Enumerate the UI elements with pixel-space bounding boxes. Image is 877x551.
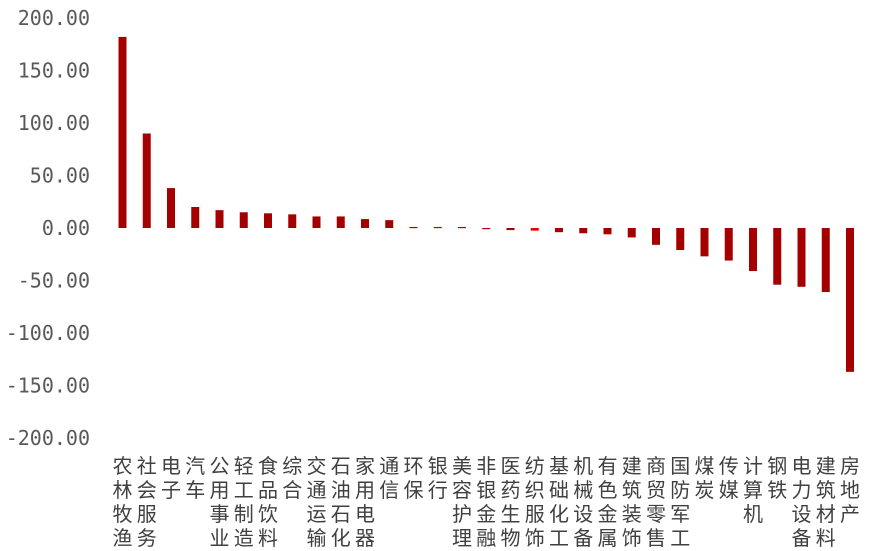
x-tick-label: 传媒 <box>719 454 739 502</box>
bar <box>264 213 272 228</box>
bar <box>627 228 636 238</box>
bar <box>676 228 685 251</box>
x-tick-label: 社会服务 <box>137 454 157 550</box>
y-tick-label: -150.00 <box>6 374 90 398</box>
y-tick-label: 0.00 <box>42 216 90 240</box>
bar <box>724 228 733 261</box>
x-tick-label: 基础化工 <box>549 454 569 550</box>
bar <box>433 226 442 229</box>
y-tick-label: -50.00 <box>18 269 90 293</box>
bar <box>846 228 854 372</box>
x-tick-label: 轻工制造 <box>234 454 254 550</box>
x-tick-label: 环保 <box>404 454 424 502</box>
x-tick-label: 建筑材料 <box>816 454 836 550</box>
bar <box>142 133 151 228</box>
y-axis: 200.00 150.00 100.00 50.00 0.00 -50.00 -100.00… <box>6 6 90 450</box>
bar <box>191 207 200 228</box>
x-tick-label: 食品饮料 <box>258 454 278 550</box>
x-tick-label: 汽车 <box>185 454 205 502</box>
bar <box>312 216 321 228</box>
y-tick-label: -200.00 <box>6 426 90 450</box>
x-tick-label: 钢铁 <box>767 454 787 502</box>
x-tick-label: 房地产 <box>840 454 860 526</box>
bar <box>215 210 224 228</box>
x-tick-label: 农林牧渔 <box>113 454 133 550</box>
y-tick-label: 100.00 <box>18 111 90 135</box>
bars <box>118 36 854 372</box>
bar <box>749 228 757 272</box>
bar <box>821 228 830 293</box>
x-tick-label: 商贸零售 <box>646 454 666 550</box>
x-tick-label: 综合 <box>282 454 302 502</box>
x-tick-label: 国防军工 <box>670 454 690 550</box>
bar <box>288 214 297 228</box>
bar <box>482 228 491 230</box>
x-tick-label: 电子 <box>161 454 181 502</box>
x-tick-label: 电力设备 <box>792 454 812 550</box>
bar <box>458 226 466 229</box>
bar <box>336 216 345 228</box>
bar <box>652 228 660 245</box>
bar <box>530 228 539 231</box>
x-axis: 农林牧渔社会服务电子汽车公用事业轻工制造食品饮料综合交通运输石油石化家用电器通信… <box>113 454 861 550</box>
x-tick-label: 家用电器 <box>355 454 375 550</box>
y-tick-label: 50.00 <box>30 164 90 188</box>
bar <box>603 228 612 235</box>
x-tick-label: 建筑装饰 <box>622 454 642 550</box>
bar <box>409 226 418 229</box>
bar <box>239 212 248 228</box>
x-tick-label: 计算机 <box>743 454 763 526</box>
x-tick-label: 美容护理 <box>452 454 472 550</box>
x-tick-label: 通信 <box>379 454 399 502</box>
y-tick-label: -100.00 <box>6 321 90 345</box>
bar <box>118 36 127 229</box>
bar <box>773 228 782 285</box>
x-tick-label: 非银金融 <box>476 454 496 550</box>
y-tick-label: 150.00 <box>18 59 90 83</box>
x-tick-label: 煤炭 <box>695 454 715 502</box>
x-tick-label: 机械设备 <box>573 454 593 550</box>
x-tick-label: 医药生物 <box>501 454 521 550</box>
bar <box>385 220 394 228</box>
bar <box>167 188 175 228</box>
x-tick-label: 公用事业 <box>210 454 230 550</box>
bar <box>555 228 563 233</box>
x-tick-label: 银行 <box>428 454 448 502</box>
bar <box>797 228 806 287</box>
bar <box>579 228 588 234</box>
y-tick-label: 200.00 <box>18 6 90 30</box>
bar <box>700 228 709 257</box>
x-tick-label: 有色金属 <box>598 454 618 550</box>
x-tick-label: 交通运输 <box>307 454 327 550</box>
x-tick-label: 石油石化 <box>331 454 351 550</box>
x-tick-label: 纺织服饰 <box>525 454 545 550</box>
bar <box>361 219 369 228</box>
bar <box>506 228 515 231</box>
